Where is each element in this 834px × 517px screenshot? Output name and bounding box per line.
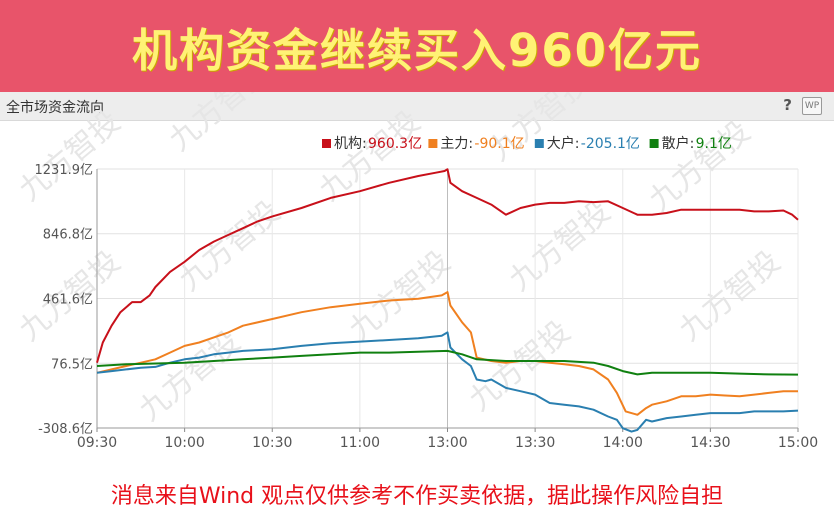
x-tick-label: 10:00 [164,435,204,451]
y-tick-label: 846.8亿 [43,228,93,243]
watermark-text: 九方智投 [503,194,617,298]
y-tick-label: -308.6亿 [38,422,93,437]
legend-value: -90.1亿 [474,136,524,152]
legend-swatch [649,139,659,148]
x-tick-label: 13:30 [515,435,555,451]
legend-name: 散户: [662,135,695,152]
legend-value: -205.1亿 [581,136,640,152]
legend-name: 主力: [440,136,473,152]
series-line-机构 [96,168,799,363]
watermark-text: 九方智投 [673,244,787,348]
x-tick-label: 09:30 [77,435,117,451]
y-tick-label: 76.5亿 [51,357,93,372]
watermark-text: 九方智投 [463,314,577,418]
y-tick-label: 461.6亿 [43,293,93,308]
y-tick-label: 1231.9亿 [35,163,94,178]
legend-name: 机构: [334,136,367,152]
watermark-text: 九方智投 [163,92,277,158]
x-tick-label: 13:00 [427,435,467,451]
wp-icon[interactable]: WP [802,97,822,115]
headline-title: 机构资金继续买入960亿元 [132,23,702,77]
x-tick-label: 15:00 [778,435,818,451]
legend-swatch [534,139,544,148]
chart-panel: 全市场资金流向 ? WP [0,92,834,472]
watermark-text: 九方智投 [13,104,127,208]
legend-value: 960.3亿 [368,136,422,152]
series-line-散户 [96,349,799,376]
series-line-大户 [96,331,799,433]
legend-swatch [428,139,438,148]
legend-value: 9.1亿 [696,136,732,152]
headline-banner: 机构资金继续买入960亿元 [0,0,834,92]
x-tick-label: 10:30 [252,435,292,451]
x-tick-label: 14:00 [603,435,643,451]
panel-title: 全市场资金流向 [6,100,104,116]
watermark-text: 九方智投 [133,324,247,428]
panel-header: 全市场资金流向 ? WP [0,92,834,121]
legend-name: 大户: [547,135,580,152]
watermark-text: 九方智投 [173,194,287,298]
watermark-text: 九方智投 [313,104,427,208]
help-icon[interactable]: ? [783,96,792,114]
watermark-text: 九方智投 [483,92,597,168]
x-tick-label: 14:30 [690,435,730,451]
disclaimer-text: 消息来自Wind 观点仅供参考不作买卖依据，据此操作风险自担 [110,484,724,509]
legend-swatch [322,139,331,148]
x-tick-label: 11:00 [340,435,380,451]
watermark-text: 九方智投 [643,114,757,218]
